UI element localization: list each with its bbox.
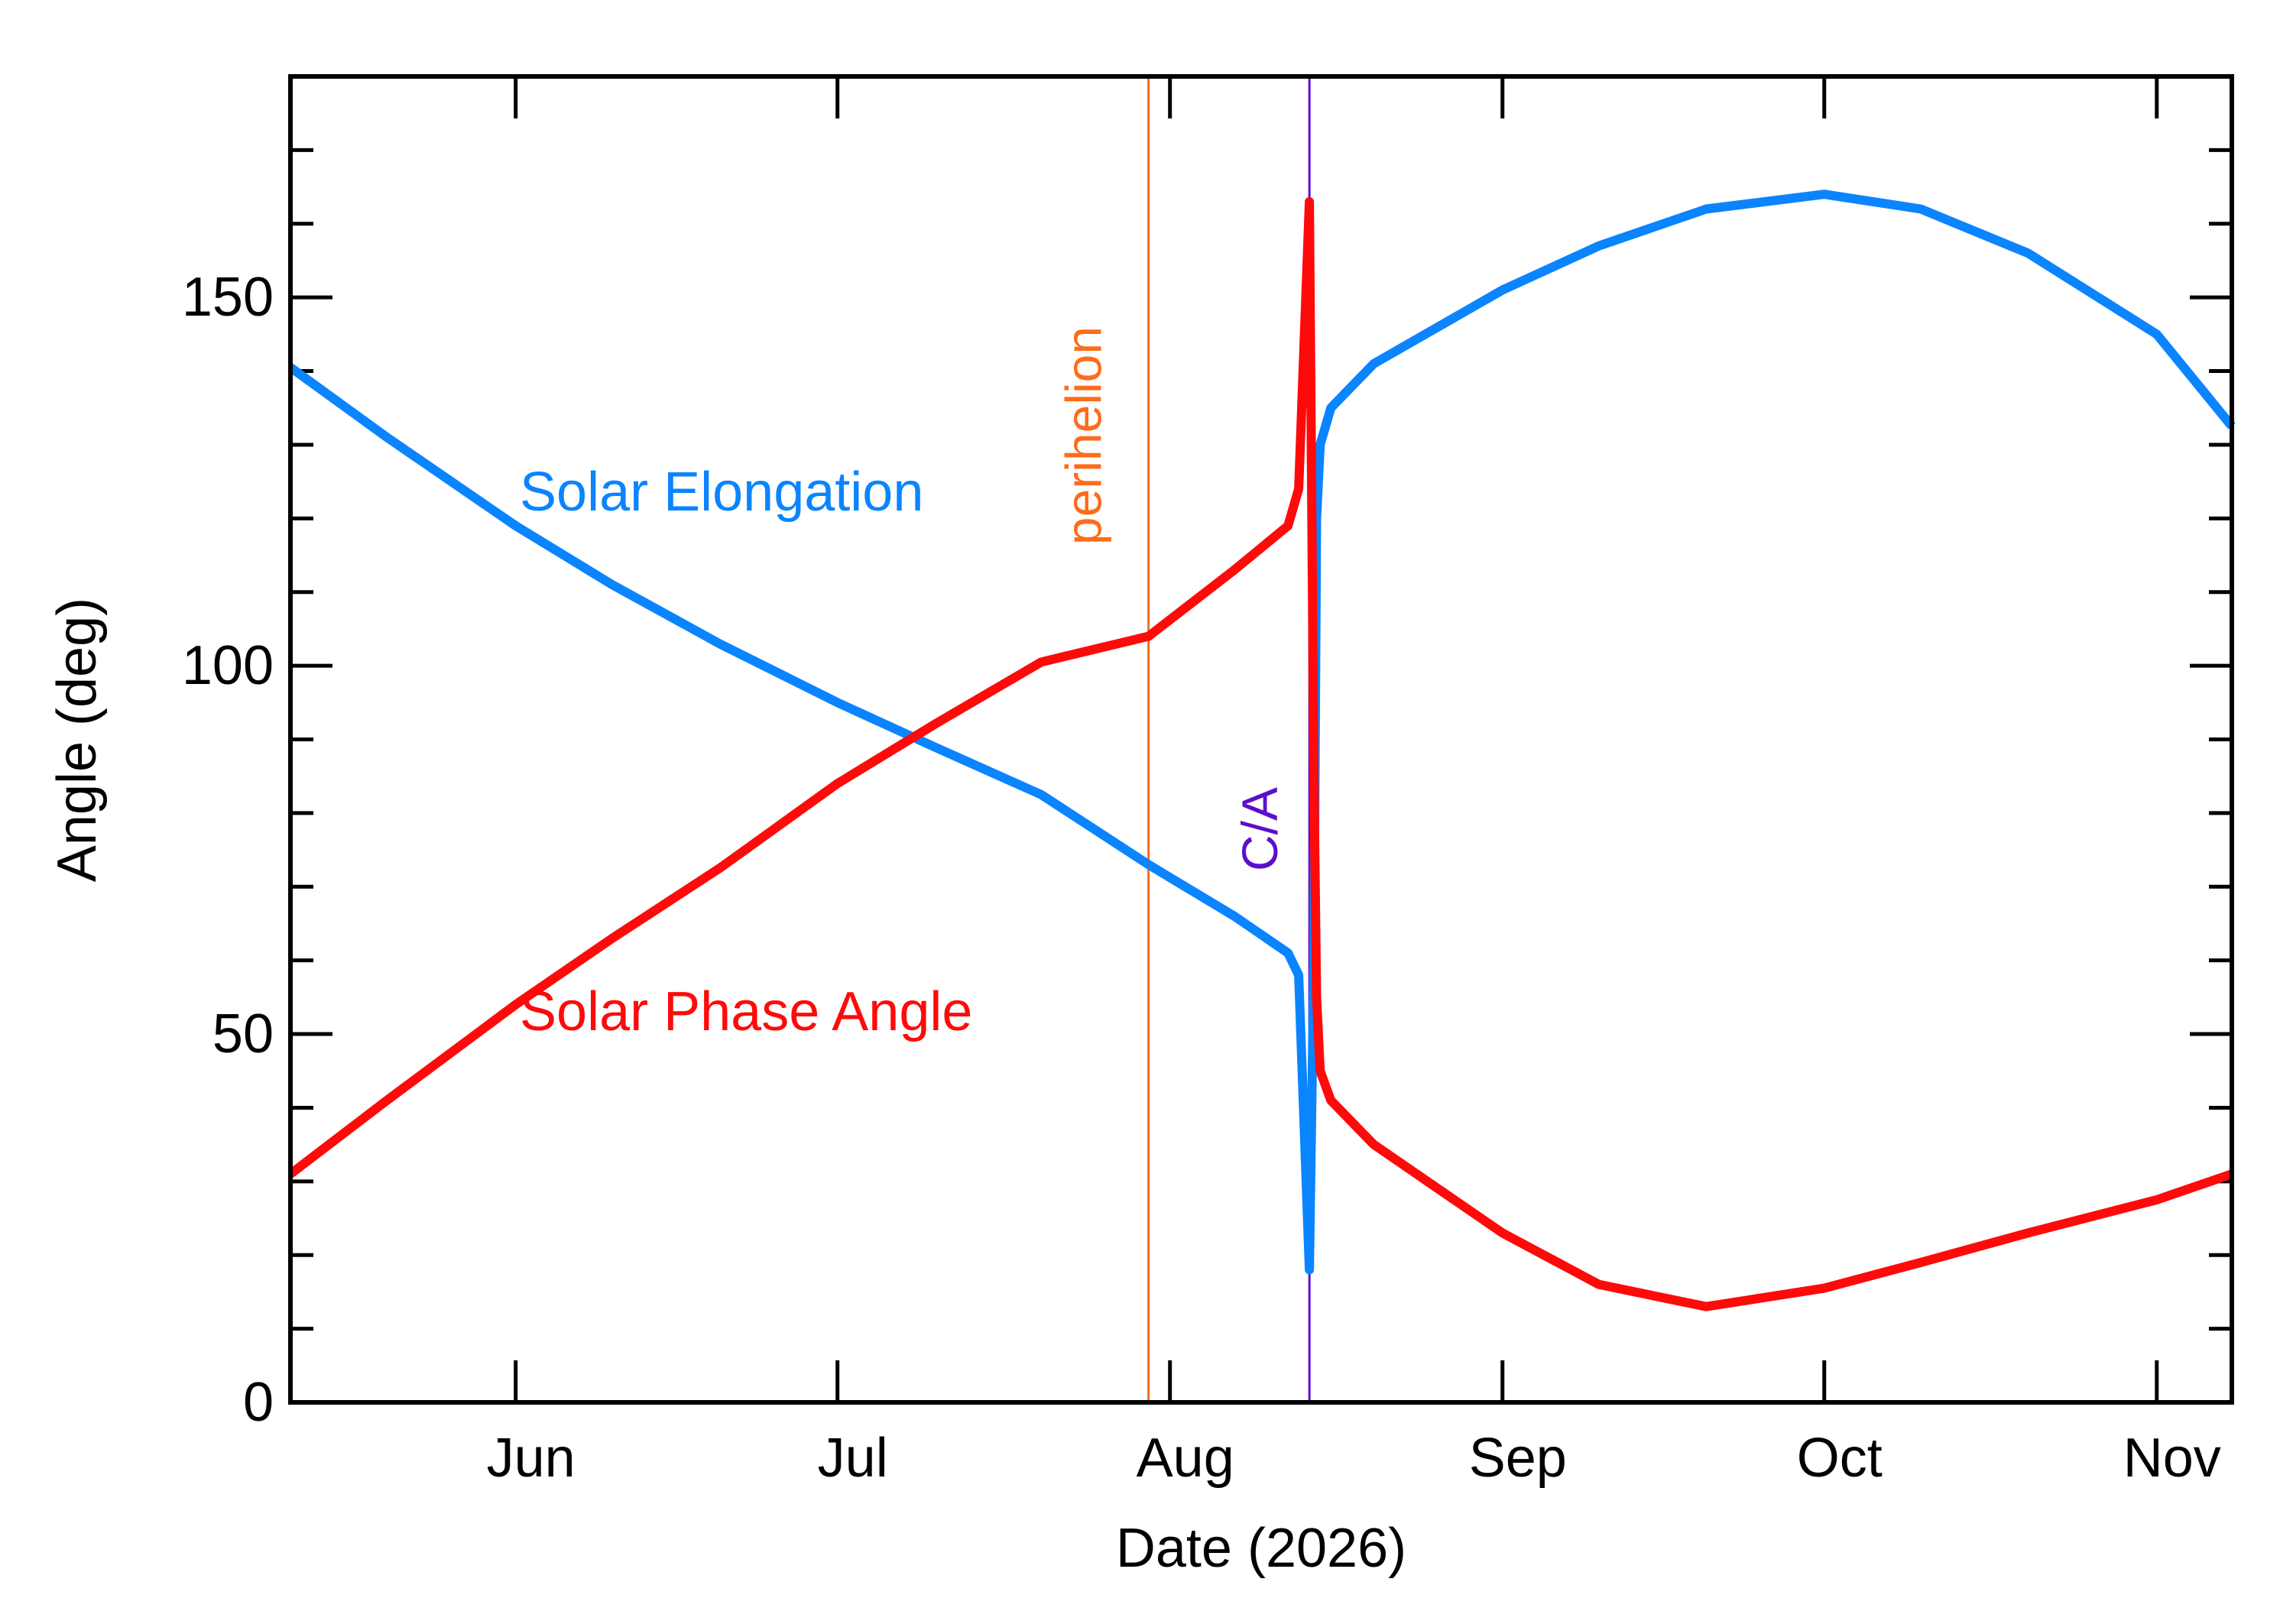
x-tick-label: Jun [487,1428,576,1489]
y-tick-label: 50 [212,1003,274,1065]
y-tick-label: 0 [243,1372,274,1433]
series-line [287,190,2236,1275]
x-tick-label: Nov [2123,1428,2221,1489]
x-tick-label: Oct [1797,1428,1883,1489]
y-tick-label: 150 [182,267,274,328]
series-annotation: Solar Phase Angle [520,981,972,1042]
x-tick-label: Aug [1137,1428,1234,1489]
y-tick-label: 100 [182,635,274,696]
series-annotation: Solar Elongation [520,462,923,523]
event-label: perihelion [1056,326,1112,545]
series-line [287,196,2233,1311]
plot-frame [288,74,2234,1405]
event-label: C/A [1231,787,1288,871]
x-tick-label: Jul [818,1428,888,1489]
x-tick-label: Sep [1469,1428,1567,1489]
annotations: Solar Elongation Solar Phase Angle [520,462,972,1042]
y-axis-label: Angle (deg) [47,598,108,882]
x-axis-label: Date (2026) [1116,1518,1406,1579]
axis-ticks [290,76,2232,1405]
tick-labels: 0 50 100 150 Jun Jul Aug Sep Oct Nov [182,267,2221,1489]
series-lines [287,190,2236,1311]
